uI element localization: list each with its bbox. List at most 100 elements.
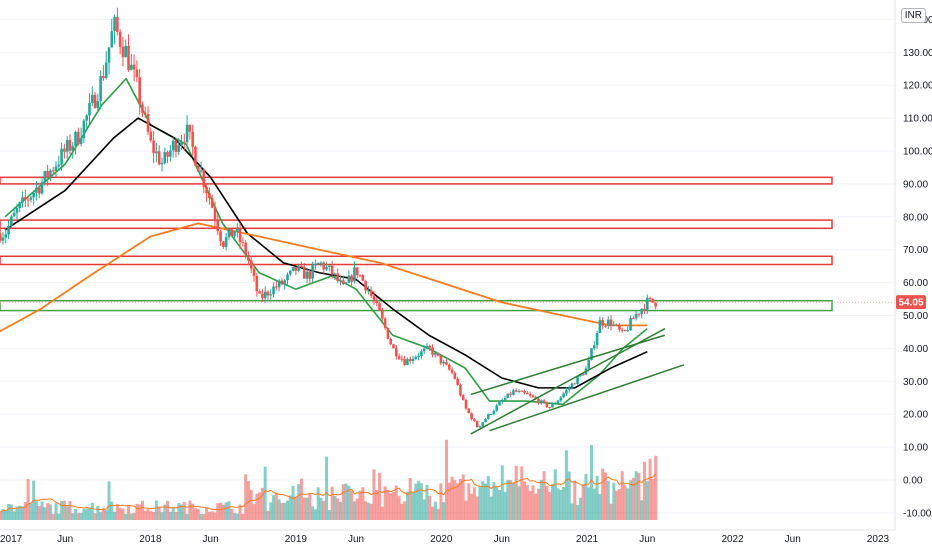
candle-body: [473, 419, 476, 421]
support-resistance-zones: [0, 176, 895, 312]
volume-bar: [82, 508, 86, 520]
channel-line: [470, 334, 666, 396]
candle-body: [143, 112, 147, 115]
volume-bar: [528, 491, 532, 520]
volume-bar: [341, 484, 345, 520]
volume-bar: [1, 508, 5, 520]
zone-green: [0, 299, 833, 312]
candle-body: [288, 270, 292, 275]
candle-body: [0, 233, 2, 241]
volume-bar: [305, 497, 309, 520]
volume-bar: [62, 500, 66, 520]
volume-bar: [511, 483, 515, 520]
candle-body: [420, 351, 423, 356]
volume-bar: [129, 513, 133, 520]
volume-bar: [606, 480, 610, 520]
volume-bar: [157, 506, 161, 520]
candle-body: [350, 275, 353, 282]
candle-body: [651, 298, 655, 303]
volume-bar: [447, 482, 451, 520]
y-tick-label: 110.00: [903, 114, 932, 125]
candle-body: [553, 403, 557, 405]
candle-body: [562, 393, 565, 398]
volume-bar: [489, 496, 493, 520]
candle-body: [12, 212, 16, 217]
volume-bar: [386, 489, 390, 520]
candle-body: [213, 207, 217, 221]
volume-bar: [7, 503, 11, 520]
volume-bar: [219, 502, 223, 520]
volume-bar: [322, 500, 326, 520]
candle-body: [537, 398, 540, 404]
candle-body: [484, 418, 487, 423]
moving-averages: [0, 77, 648, 406]
volume-bar: [23, 502, 27, 520]
candle-body: [113, 16, 116, 32]
volume-bar: [484, 483, 488, 520]
volume-bar: [439, 483, 443, 520]
volume-bar: [520, 466, 524, 520]
volume-bar: [54, 503, 58, 520]
candle-body: [648, 298, 652, 300]
x-tick-label: Jun: [494, 534, 510, 545]
volume-bar: [224, 502, 228, 520]
y-tick-label: 40.00: [903, 344, 928, 355]
candle-body: [51, 170, 55, 172]
candle-body: [171, 140, 175, 151]
volume-bar: [115, 504, 119, 520]
zone-red: [0, 255, 833, 266]
volume-bar: [603, 472, 607, 520]
x-tick-label: 2019: [285, 534, 308, 545]
volume-bar: [506, 479, 510, 520]
volume-bar: [364, 501, 368, 520]
candle-body: [459, 384, 462, 396]
volume-bar: [378, 472, 382, 520]
candle-body: [180, 141, 183, 146]
candle-body: [358, 275, 362, 277]
candle-body: [344, 282, 348, 284]
volume-bar: [626, 488, 630, 520]
volume-bar: [467, 483, 471, 520]
volume-bar: [545, 485, 549, 520]
candle-body: [598, 320, 602, 333]
candle-body: [629, 318, 632, 331]
y-tick-label: -10.00: [903, 508, 932, 519]
volume-bar: [391, 491, 395, 520]
candle-body: [495, 405, 498, 411]
y-tick-label: 20.00: [903, 410, 928, 421]
currency-badge[interactable]: INR: [900, 8, 926, 23]
candle-body: [163, 152, 167, 163]
candle-body: [397, 356, 401, 359]
volume-bar: [40, 501, 44, 520]
x-tick-label: 2020: [430, 534, 453, 545]
candle-body: [277, 280, 281, 288]
candle-body: [620, 329, 624, 331]
volume-bar: [308, 493, 312, 520]
volume-bar: [152, 511, 156, 520]
volume-bar: [99, 512, 103, 520]
volume-bar: [48, 504, 52, 520]
candle-body: [82, 120, 86, 139]
volume-bar: [375, 489, 379, 520]
candle-body: [565, 389, 568, 394]
candle-body: [4, 234, 8, 238]
volume-bar: [79, 512, 83, 520]
x-tick-label: 2018: [139, 534, 162, 545]
candle-body: [375, 300, 379, 304]
candle-body: [531, 395, 535, 398]
volume-bar: [637, 472, 641, 520]
candle-body: [475, 420, 479, 428]
candle-body: [503, 398, 507, 401]
candle-body: [252, 268, 256, 276]
volume-bar: [311, 506, 315, 520]
candle-body: [601, 320, 604, 326]
volume-bar: [422, 499, 426, 520]
candle-body: [90, 94, 94, 104]
volume-bar: [230, 508, 234, 520]
candle-body: [116, 16, 119, 32]
candle-body: [540, 400, 543, 404]
candle-body: [261, 293, 264, 299]
candle-body: [227, 229, 231, 238]
